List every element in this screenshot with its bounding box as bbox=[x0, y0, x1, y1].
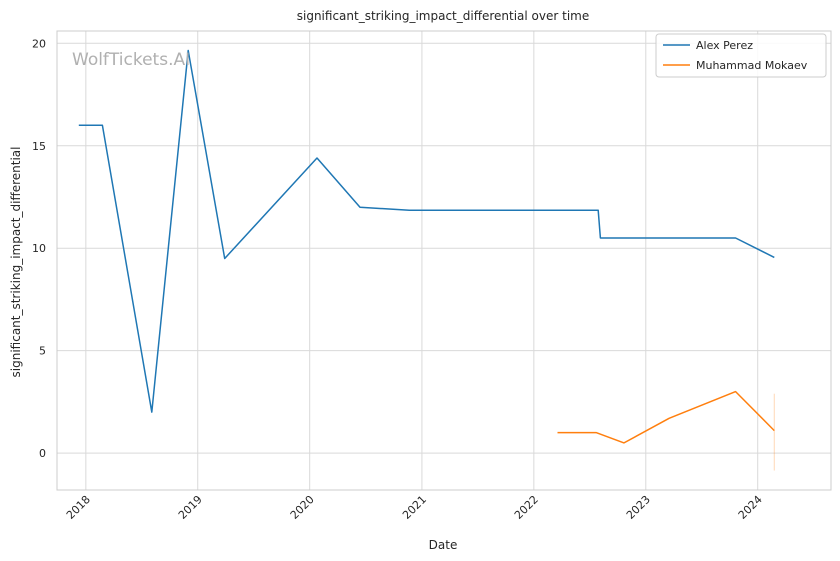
legend-box bbox=[655, 33, 827, 78]
y-tick-label: 20 bbox=[32, 37, 46, 50]
series-line-muhammad-mokaev bbox=[557, 390, 775, 444]
legend-label-muhammad-mokaev: Muhammad Mokaev bbox=[696, 59, 808, 72]
grid bbox=[57, 31, 831, 490]
y-tick-label: 0 bbox=[39, 447, 46, 460]
y-tick-label: 5 bbox=[39, 345, 46, 358]
series-layer bbox=[78, 49, 775, 471]
y-tick-label: 10 bbox=[32, 242, 46, 255]
plot-area-frame bbox=[56, 30, 832, 491]
legend-label-alex-perez: Alex Perez bbox=[696, 39, 753, 52]
legend: Alex Perez Muhammad Mokaev bbox=[655, 33, 827, 78]
series-line-alex-perez bbox=[78, 49, 775, 413]
y-tick-label: 15 bbox=[32, 140, 46, 153]
x-axis-label: Date bbox=[429, 538, 458, 552]
chart-title: significant_striking_impact_differential… bbox=[297, 9, 589, 23]
watermark-text: WolfTickets.AI bbox=[72, 50, 190, 70]
y-axis-label: significant_striking_impact_differential bbox=[9, 147, 23, 378]
